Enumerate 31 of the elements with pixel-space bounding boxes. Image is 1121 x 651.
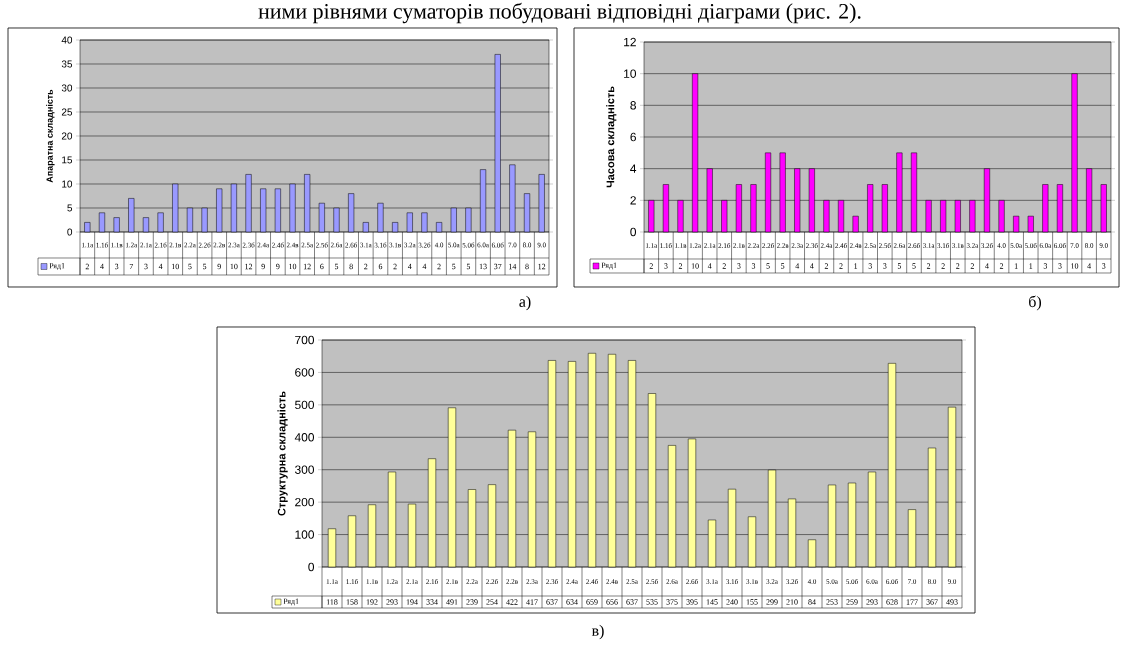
y-tick-label: 0 <box>630 227 637 237</box>
y-tick-label: 400 <box>294 433 315 442</box>
y-tick-label: 5 <box>67 204 73 212</box>
y-tick-label: 500 <box>295 400 315 410</box>
y-axis-title: Апаратна складність <box>46 89 55 183</box>
y-tick-label: 8 <box>630 101 636 110</box>
y-tick-label: 20 <box>61 132 73 140</box>
text: ними рівнями суматорів побудовані відповідні діаграми (рис. 2). <box>258 2 861 24</box>
y-tick-label: 25 <box>61 108 73 116</box>
y-tick-label: 200 <box>295 497 315 507</box>
text: а) <box>519 295 531 311</box>
y-tick-label: 100 <box>295 530 315 539</box>
y-axis-title: Структурна складність <box>277 391 288 516</box>
y-tick-label: 35 <box>61 60 73 68</box>
text: в) <box>591 624 604 640</box>
y-tick-label: 300 <box>294 465 315 474</box>
text: б) <box>1029 295 1042 311</box>
y-tick-label: 0 <box>308 562 315 572</box>
y-tick-label: 0 <box>67 228 73 236</box>
y-tick-label: 40 <box>61 36 73 44</box>
y-tick-label: 10 <box>624 69 637 78</box>
y-tick-label: 700 <box>295 335 315 345</box>
y-axis-title: Часова складність <box>606 86 617 188</box>
y-tick-label: 30 <box>61 84 73 92</box>
y-tick-label: 600 <box>295 368 315 377</box>
y-tick-label: 2 <box>630 196 636 205</box>
y-tick-label: 12 <box>624 37 636 47</box>
y-tick-label: 10 <box>62 180 73 188</box>
y-tick-label: 6 <box>630 132 636 142</box>
y-tick-label: 15 <box>62 156 73 164</box>
y-tick-label: 4 <box>630 164 637 173</box>
